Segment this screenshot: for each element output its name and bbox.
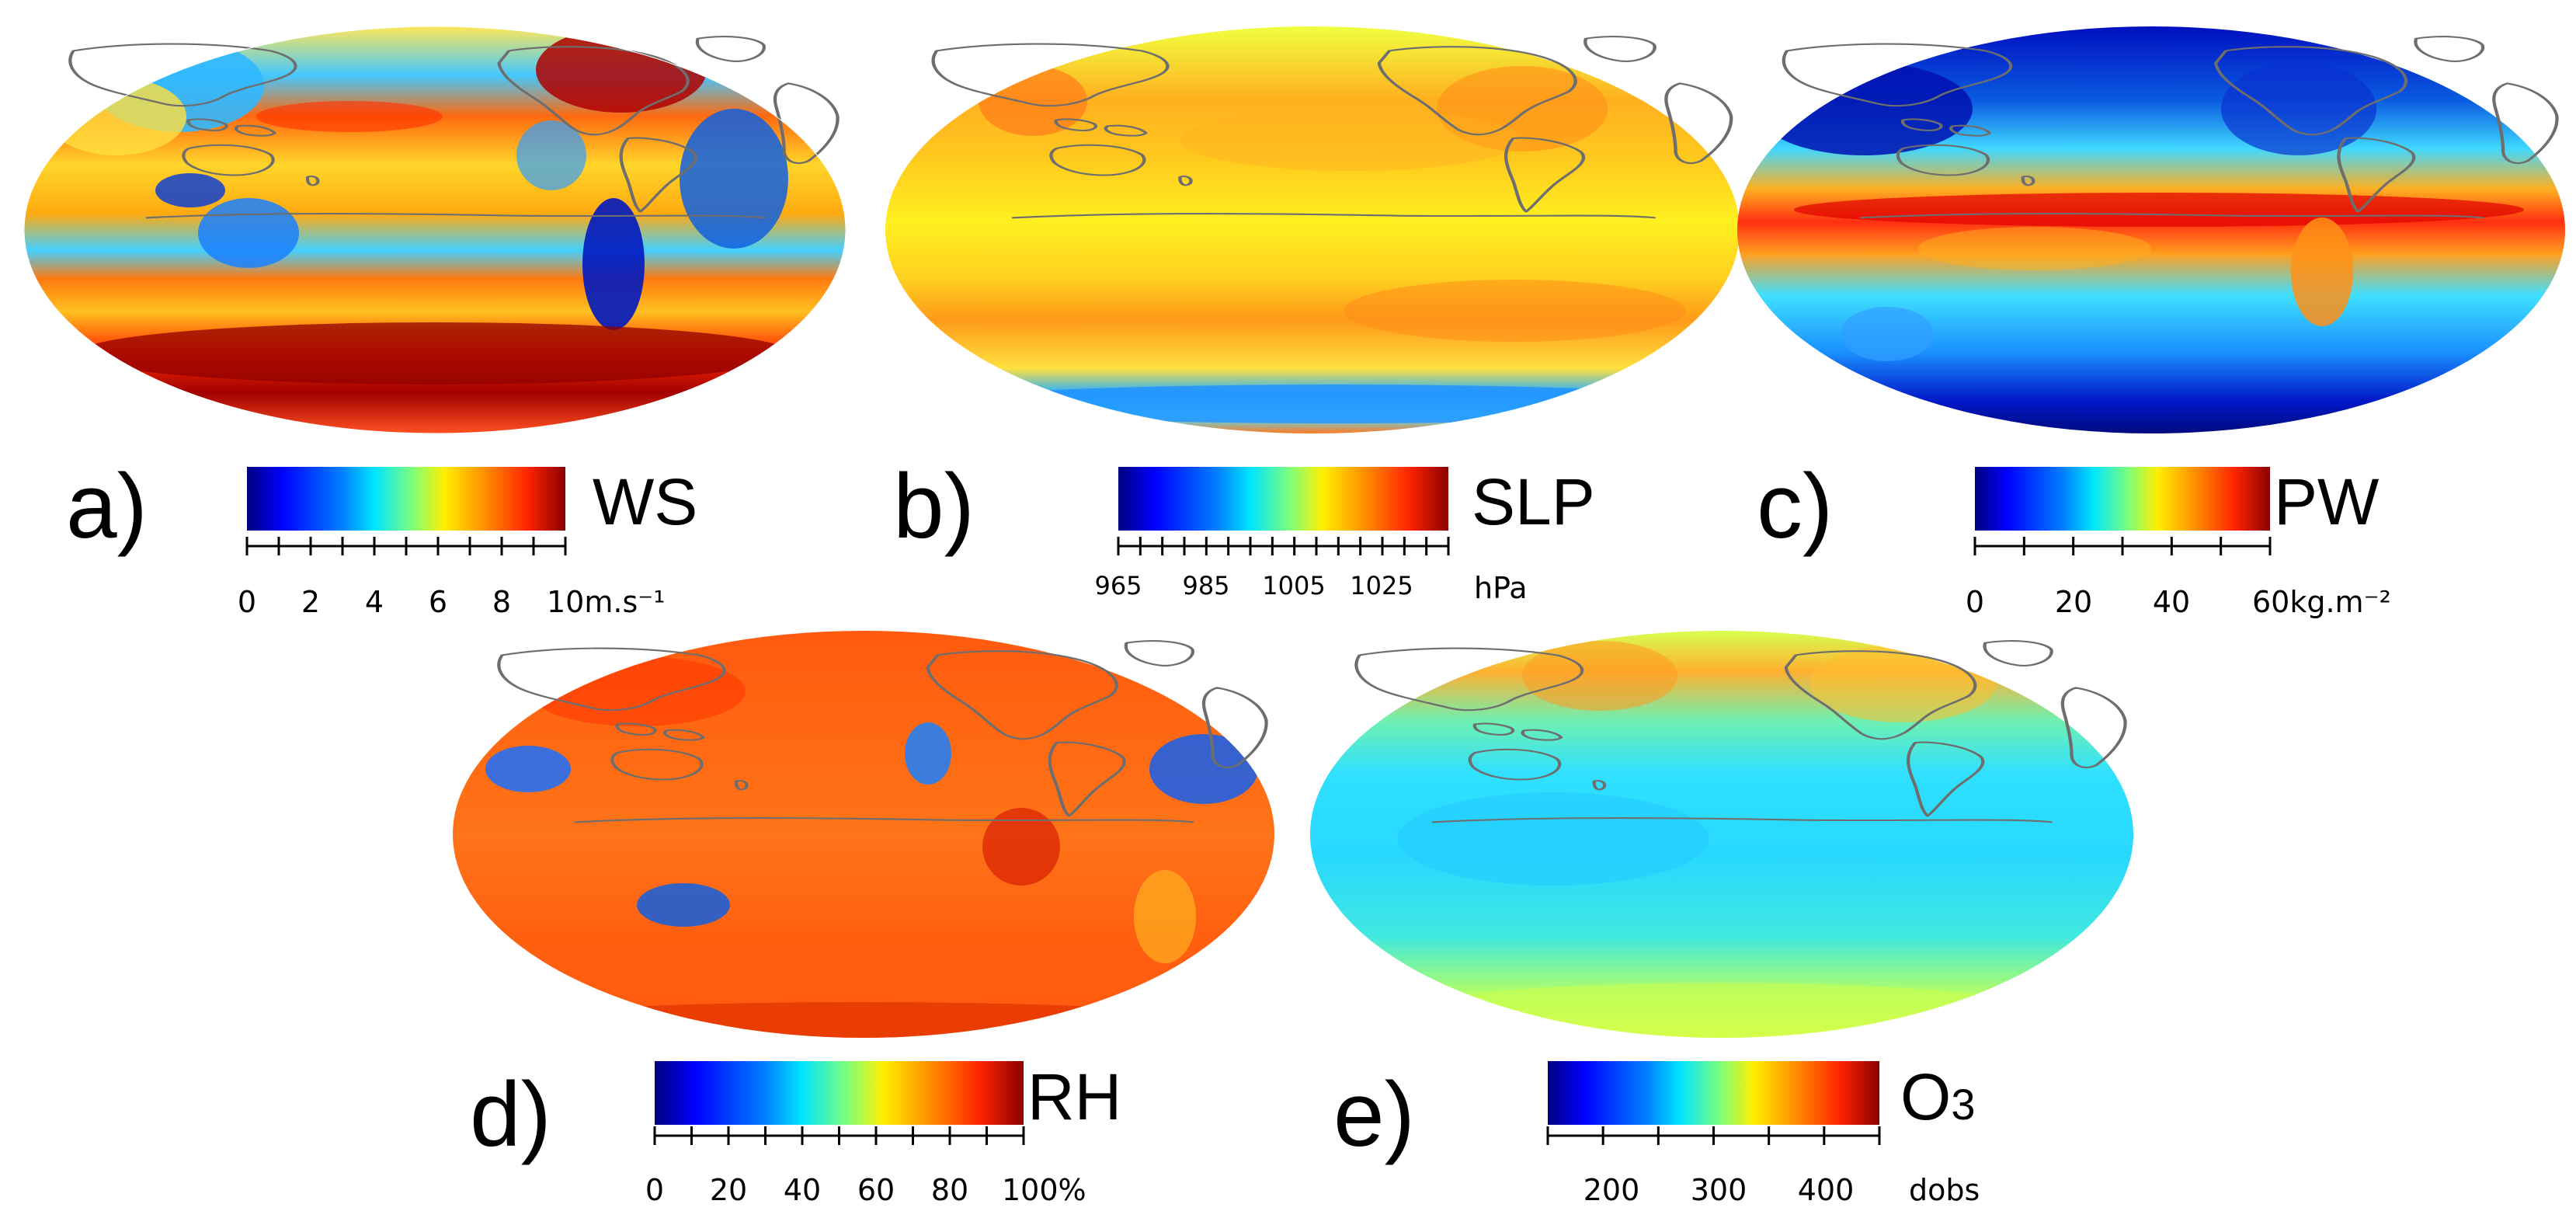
variable-label-c: PW bbox=[2274, 465, 2379, 538]
tick-label: 6 bbox=[429, 585, 447, 619]
tick-label: 200 bbox=[1583, 1173, 1640, 1207]
variable-label-d: RH bbox=[1027, 1060, 1121, 1133]
tick-labels-e: 200 300 400 dobs bbox=[1583, 1173, 1980, 1207]
tick-label: 1005 bbox=[1262, 571, 1325, 600]
colorbar-gradient bbox=[1975, 467, 2270, 531]
panel-letter-e: e) bbox=[1333, 1063, 1415, 1166]
colorbar-ticks bbox=[1117, 537, 1450, 555]
map-o3 bbox=[1310, 631, 2133, 1038]
panel-letter-a: a) bbox=[66, 455, 148, 558]
tick-label: 965 bbox=[1094, 571, 1142, 600]
colorbar-gradient bbox=[1118, 467, 1448, 531]
map-rh bbox=[453, 631, 1274, 1038]
unit-label: 100% bbox=[1002, 1173, 1086, 1207]
tick-label: 2 bbox=[301, 585, 320, 619]
colorbar-ticks bbox=[653, 1126, 1025, 1145]
tick-label: 20 bbox=[2055, 585, 2092, 619]
colorbar-e bbox=[1546, 1061, 1881, 1145]
colorbar-gradient bbox=[1548, 1061, 1879, 1125]
variable-label-e: O3 bbox=[1900, 1060, 1976, 1133]
panel-b: b) SLP 965 985 1005 1025 hPa bbox=[885, 26, 1740, 605]
tick-labels-a: 0 2 4 6 8 10m.s⁻¹ bbox=[238, 585, 666, 619]
panel-c: c) PW 0 20 40 60kg.m⁻² bbox=[1737, 26, 2565, 619]
panel-letter-d: d) bbox=[470, 1063, 551, 1166]
tick-label: 0 bbox=[1966, 585, 1984, 619]
colorbar-ticks bbox=[1973, 537, 2272, 555]
map-pw bbox=[1737, 26, 2565, 433]
panel-a: a) WS 0 2 4 6 8 10m.s⁻¹ bbox=[23, 26, 846, 619]
variable-label-a: WS bbox=[593, 465, 697, 538]
colorbar-a bbox=[245, 467, 567, 555]
tick-label: 80 bbox=[931, 1173, 968, 1207]
tick-labels-d: 0 20 40 60 80 100% bbox=[645, 1173, 1086, 1207]
unit-label: hPa bbox=[1474, 571, 1528, 605]
unit-label: 10m.s⁻¹ bbox=[547, 585, 666, 619]
tick-labels-c: 0 20 40 60kg.m⁻² bbox=[1966, 585, 2391, 619]
panel-letter-c: c) bbox=[1757, 455, 1833, 558]
variable-label-b: SLP bbox=[1472, 465, 1595, 538]
colorbar-b bbox=[1117, 467, 1450, 555]
tick-label: 0 bbox=[645, 1173, 664, 1207]
tick-label: 60 bbox=[857, 1173, 895, 1207]
map-ws bbox=[23, 26, 846, 434]
colorbar-gradient bbox=[655, 1061, 1024, 1125]
panel-e: e) O3 200 300 400 dobs bbox=[1310, 631, 2133, 1207]
colorbar-d bbox=[653, 1061, 1025, 1145]
colorbar-gradient bbox=[247, 467, 565, 531]
tick-label: 40 bbox=[2153, 585, 2190, 619]
panel-letter-b: b) bbox=[893, 455, 975, 558]
tick-label: 985 bbox=[1182, 571, 1229, 600]
tick-label: 4 bbox=[365, 585, 384, 619]
map-slp bbox=[885, 26, 1740, 433]
tick-labels-b: 965 985 1005 1025 hPa bbox=[1094, 571, 1527, 605]
colorbar-ticks bbox=[1546, 1126, 1881, 1145]
tick-label: 8 bbox=[492, 585, 511, 619]
tick-label: 20 bbox=[710, 1173, 747, 1207]
unit-label: 60kg.m⁻² bbox=[2252, 585, 2391, 619]
tick-label: 40 bbox=[784, 1173, 821, 1207]
tick-label: 400 bbox=[1798, 1173, 1855, 1207]
tick-label: 300 bbox=[1691, 1173, 1747, 1207]
unit-label: dobs bbox=[1909, 1173, 1980, 1207]
colorbar-ticks bbox=[245, 537, 567, 555]
colorbar-c bbox=[1973, 467, 2272, 555]
tick-label: 1025 bbox=[1350, 571, 1413, 600]
panel-d: d) RH 0 20 40 60 80 100% bbox=[453, 631, 1274, 1207]
tick-label: 0 bbox=[238, 585, 256, 619]
